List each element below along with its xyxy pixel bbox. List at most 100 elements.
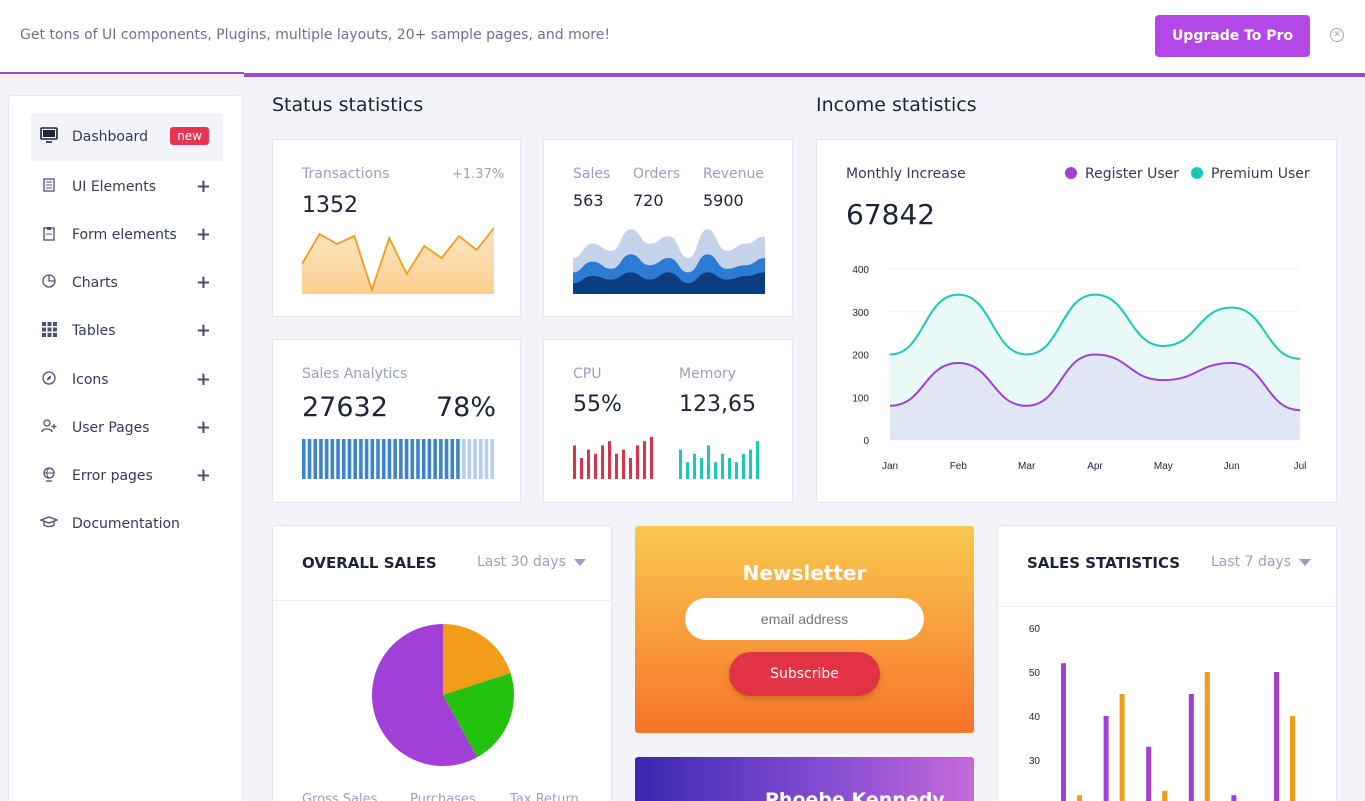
sidebar-item-documentation[interactable]: Documentation bbox=[31, 500, 223, 548]
legend-purchases: Purchases bbox=[410, 792, 476, 801]
form-icon bbox=[39, 226, 59, 245]
mini-bar bbox=[735, 462, 738, 479]
compass-icon bbox=[39, 371, 59, 389]
mini-bar bbox=[693, 453, 696, 479]
subscribe-button[interactable]: Subscribe bbox=[729, 652, 880, 696]
expand-icon[interactable]: + bbox=[195, 272, 211, 293]
expand-icon[interactable]: + bbox=[195, 369, 211, 390]
series-area bbox=[890, 354, 1300, 440]
y-tick-label: 40 bbox=[1029, 712, 1041, 723]
progress-segment bbox=[370, 439, 375, 479]
expand-icon[interactable]: + bbox=[195, 417, 211, 438]
progress-segment bbox=[359, 439, 363, 479]
graduation-cap-icon bbox=[39, 516, 59, 532]
stat-bar bbox=[1162, 790, 1168, 801]
system-card: CPU Memory 55% 123,65 bbox=[543, 339, 793, 503]
upgrade-button[interactable]: Upgrade To Pro bbox=[1155, 15, 1310, 57]
profile-card: Phoebe Kennedy bbox=[635, 757, 974, 801]
sidebar-item-ui-elements[interactable]: UI Elements + bbox=[31, 163, 223, 211]
x-tick-label: Mar bbox=[1018, 461, 1036, 472]
pie-slice bbox=[443, 624, 511, 695]
progress-segment bbox=[347, 439, 352, 479]
expand-icon[interactable]: + bbox=[195, 465, 211, 486]
monitor-icon bbox=[39, 127, 59, 147]
series-line bbox=[889, 293, 1301, 360]
mini-bar bbox=[608, 441, 611, 479]
stat-bar bbox=[1077, 795, 1082, 801]
stat-bar bbox=[1231, 795, 1237, 801]
memory-label: Memory bbox=[679, 366, 736, 382]
overall-sales-range-select[interactable]: Last 30 days bbox=[477, 554, 586, 570]
y-tick-label: 400 bbox=[852, 265, 869, 276]
sales-analytics-card: Sales Analytics 27632 78% bbox=[272, 339, 521, 503]
mini-bar bbox=[629, 458, 632, 479]
close-icon[interactable]: ✕ bbox=[1330, 28, 1344, 42]
memory-value: 123,65 bbox=[679, 392, 756, 417]
overall-sales-pie bbox=[372, 624, 514, 766]
sales-statistics-range-select[interactable]: Last 7 days bbox=[1211, 554, 1312, 570]
progress-segment bbox=[364, 439, 369, 479]
overall-sales-card: OVERALL SALES Last 30 days Gross Sales P… bbox=[272, 525, 612, 801]
mini-bar bbox=[686, 462, 689, 479]
y-tick-label: 200 bbox=[852, 351, 869, 362]
progress-segment bbox=[410, 439, 415, 479]
cpu-label: CPU bbox=[573, 366, 602, 382]
sidebar-item-charts[interactable]: Charts + bbox=[31, 259, 223, 307]
legend-label: Register User bbox=[1085, 166, 1180, 182]
mini-bar bbox=[643, 441, 646, 479]
sidebar-item-icons[interactable]: Icons + bbox=[31, 356, 223, 404]
newsletter-card: Newsletter Subscribe bbox=[635, 526, 974, 733]
stat-bar bbox=[1103, 716, 1109, 801]
sales-analytics-progress bbox=[302, 439, 494, 479]
sidebar-item-dashboard[interactable]: Dashboard new bbox=[31, 113, 223, 161]
overall-sales-title: OVERALL SALES bbox=[302, 554, 437, 572]
progress-segment bbox=[439, 439, 443, 479]
status-statistics-title: Status statistics bbox=[272, 94, 424, 116]
sidebar-item-user-pages[interactable]: User Pages + bbox=[31, 404, 223, 452]
caret-down-icon bbox=[1299, 558, 1312, 566]
mini-bar bbox=[601, 445, 604, 479]
income-card: Monthly Increase Register User Premium U… bbox=[816, 139, 1337, 503]
monthly-increase-label: Monthly Increase bbox=[846, 166, 966, 182]
email-input[interactable] bbox=[685, 598, 924, 640]
expand-icon[interactable]: + bbox=[195, 176, 211, 197]
document-icon bbox=[39, 178, 59, 196]
transactions-card: Transactions +1.37% 1352 bbox=[272, 139, 521, 317]
expand-icon[interactable]: + bbox=[195, 224, 211, 245]
range-label: Last 7 days bbox=[1211, 554, 1292, 570]
expand-icon[interactable]: + bbox=[195, 320, 211, 341]
revenue-label: Revenue bbox=[703, 166, 764, 182]
progress-segment bbox=[393, 439, 397, 479]
income-value: 67842 bbox=[846, 198, 936, 231]
sidebar-item-error-pages[interactable]: Error pages + bbox=[31, 452, 223, 500]
legend-premium-user[interactable]: Premium User bbox=[1191, 166, 1310, 182]
progress-segment bbox=[473, 439, 477, 479]
progress-segment bbox=[456, 439, 460, 479]
y-tick-label: 50 bbox=[1029, 668, 1041, 679]
sidebar-item-form-elements[interactable]: Form elements + bbox=[31, 211, 223, 259]
banner-progress bbox=[0, 72, 244, 74]
y-tick-label: 300 bbox=[852, 308, 869, 319]
x-tick-label: Jan bbox=[882, 461, 898, 472]
sparkline-line bbox=[302, 227, 494, 293]
progress-segment bbox=[490, 439, 494, 479]
sidebar: Dashboard new UI Elements + Form element… bbox=[8, 95, 243, 801]
mini-bar bbox=[636, 445, 639, 479]
mini-bar bbox=[679, 449, 682, 479]
sidebar-item-label: Icons bbox=[72, 372, 109, 388]
progress-segment bbox=[484, 439, 489, 479]
mini-bar bbox=[742, 453, 745, 479]
sales-statistics-card: SALES STATISTICS Last 7 days 30 40 50 60 bbox=[997, 525, 1337, 801]
transactions-change: +1.37% bbox=[452, 167, 505, 182]
progress-segment bbox=[416, 439, 420, 479]
stat-bar bbox=[1188, 694, 1194, 801]
mini-bar bbox=[594, 453, 597, 479]
legend-dot bbox=[1191, 167, 1203, 179]
sales-wave-chart bbox=[573, 229, 765, 294]
sidebar-item-tables[interactable]: Tables + bbox=[31, 307, 223, 355]
legend-tax-return: Tax Return bbox=[510, 792, 579, 801]
legend-register-user[interactable]: Register User bbox=[1065, 166, 1179, 182]
grid-icon bbox=[39, 321, 59, 341]
progress-segment bbox=[313, 439, 318, 479]
caret-down-icon bbox=[573, 558, 586, 566]
